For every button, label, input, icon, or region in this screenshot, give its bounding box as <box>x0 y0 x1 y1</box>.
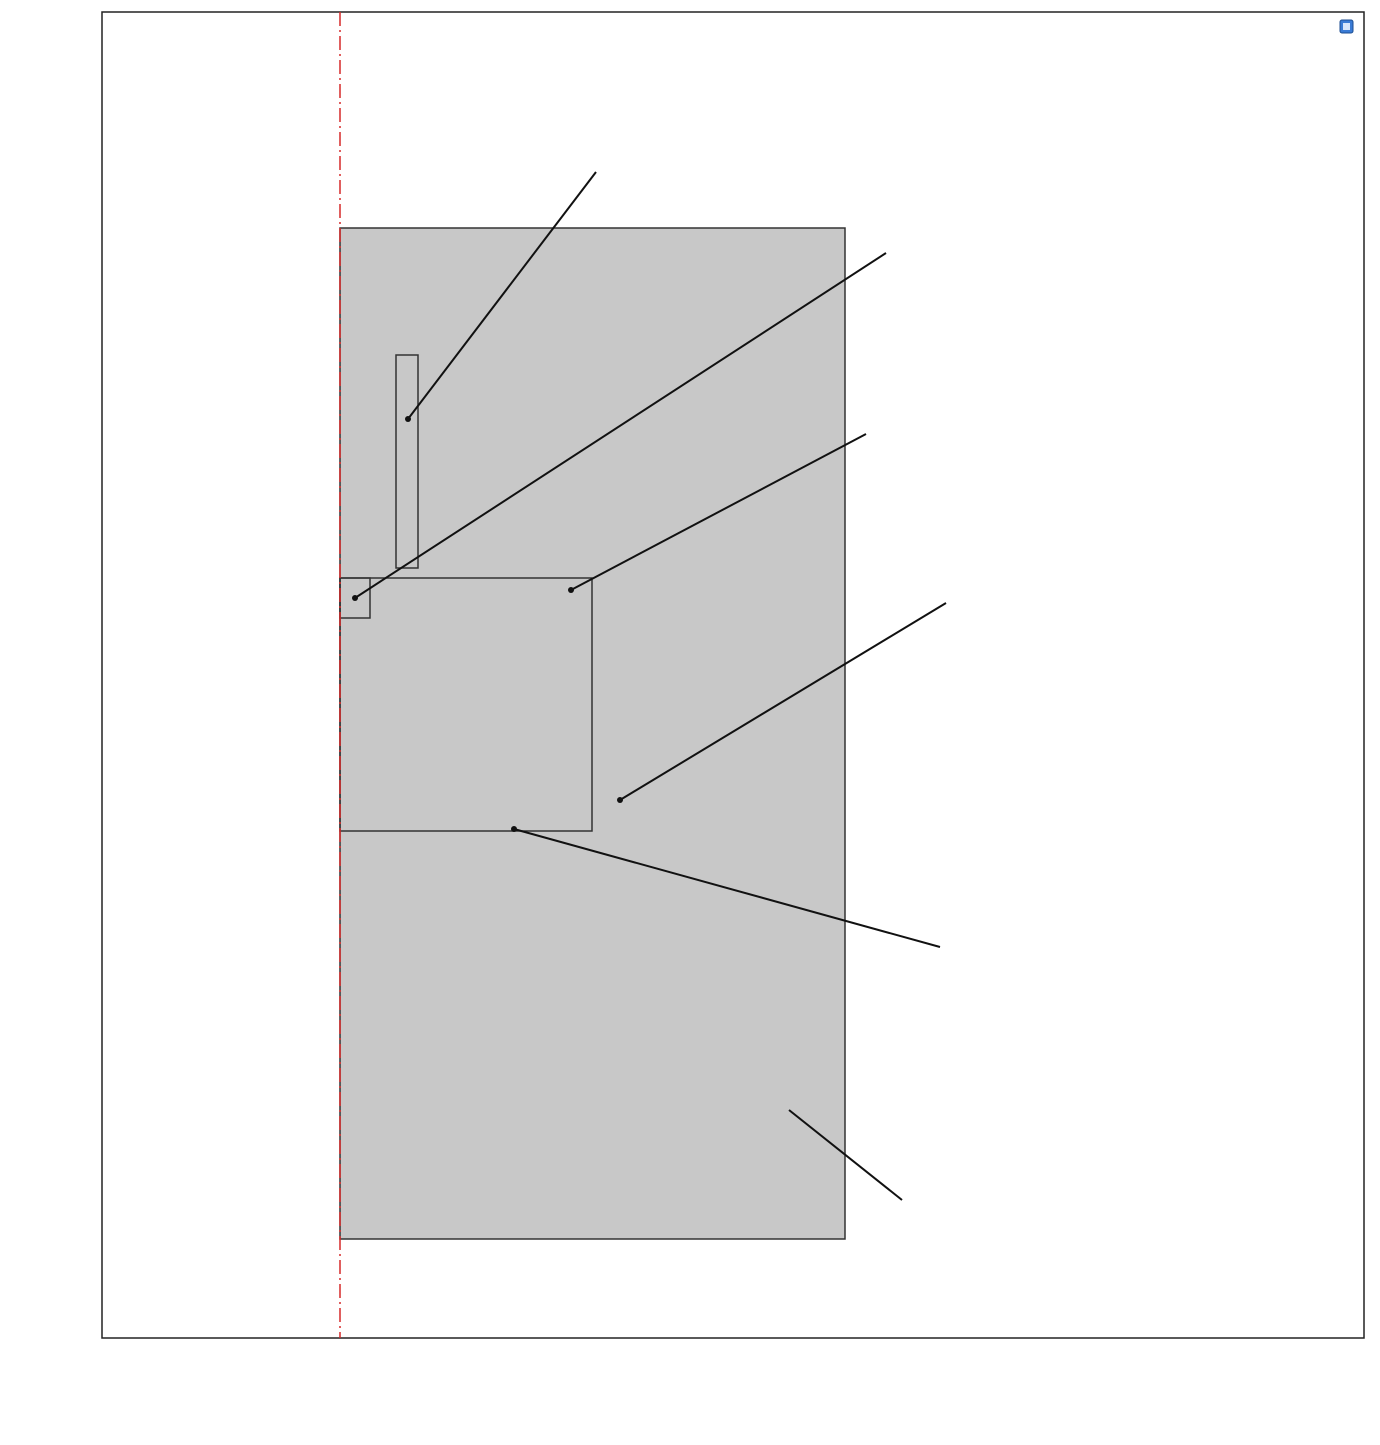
leader-dot-winding <box>405 416 411 422</box>
view-toggle-icon[interactable] <box>1339 19 1354 34</box>
leader-dot-extraction <box>511 826 517 832</box>
leader-gas-inlet <box>354 252 887 599</box>
leader-ion-extraction <box>513 828 941 948</box>
additional-winding-domain <box>395 354 419 569</box>
leader-dot-antenna <box>617 797 623 803</box>
leader-dot-gas-inlet <box>352 595 358 601</box>
leader-additional-winding <box>407 171 597 420</box>
leader-discharge-chamber <box>570 433 867 591</box>
discharge-chamber-domain <box>339 577 593 832</box>
leader-rf-antenna <box>619 602 947 801</box>
leader-calculation-area <box>788 1109 903 1201</box>
figure-caption <box>0 1402 1380 1433</box>
leader-dot-chamber <box>568 587 574 593</box>
